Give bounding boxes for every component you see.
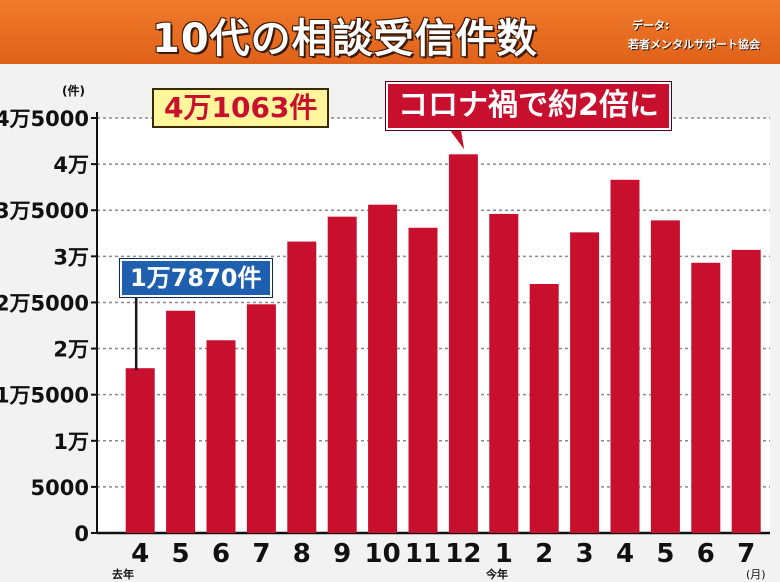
bar <box>287 241 317 534</box>
bar <box>529 284 559 533</box>
bar <box>408 227 438 533</box>
x-tick-label: 4 <box>616 539 634 569</box>
x-tick-label: 9 <box>333 539 351 569</box>
y-tick-label: 5000 <box>31 476 89 500</box>
peak-text-callout: コロナ禍で約2倍に <box>386 82 671 130</box>
x-tick-label: 6 <box>212 539 230 569</box>
source-org: 若者メンタルサポート協会 <box>628 38 760 51</box>
header-banner: 10代の相談受信件数 データ: 若者メンタルサポート協会 <box>0 0 780 64</box>
page-title: 10代の相談受信件数 <box>152 16 538 62</box>
bar <box>448 154 478 533</box>
x-axis-unit: (月) <box>746 568 766 581</box>
y-tick-label: 1万5000 <box>0 384 89 408</box>
x-tick-label: 3 <box>576 539 594 569</box>
year-note-this-year: 今年 <box>486 568 508 581</box>
x-tick-label: 4 <box>131 539 149 569</box>
y-tick-label: 0 <box>74 522 89 546</box>
x-tick-label: 12 <box>445 539 481 569</box>
y-tick-label: 2万5000 <box>0 291 89 315</box>
y-tick-label: 3万5000 <box>0 199 89 223</box>
year-note-last-year: 去年 <box>112 568 134 581</box>
y-tick-label: 4万5000 <box>0 107 89 131</box>
bar <box>206 340 236 533</box>
source-label: データ: <box>632 19 670 32</box>
y-tick-label: 1万 <box>53 430 89 454</box>
bar <box>489 213 519 533</box>
bar <box>691 262 721 533</box>
x-tick-label: 1 <box>495 539 513 569</box>
x-tick-label: 5 <box>656 539 674 569</box>
bar <box>570 232 600 533</box>
x-tick-label: 2 <box>535 539 553 569</box>
x-tick-label: 7 <box>737 539 755 569</box>
bar <box>731 249 761 533</box>
y-axis-unit: (件) <box>62 84 85 98</box>
y-tick-label: 3万 <box>53 245 89 269</box>
y-tick-label: 4万 <box>53 153 89 177</box>
start-value-callout: 1万7870件 <box>120 259 272 297</box>
bar <box>125 368 155 533</box>
x-tick-label: 5 <box>172 539 190 569</box>
bar <box>327 216 357 533</box>
x-tick-label: 7 <box>252 539 270 569</box>
y-tick-label: 2万 <box>53 338 89 362</box>
x-tick-label: 11 <box>405 539 441 569</box>
x-tick-label: 10 <box>365 539 401 569</box>
bar <box>610 179 640 534</box>
bar <box>246 304 276 533</box>
x-tick-label: 8 <box>293 539 311 569</box>
bar <box>650 220 680 533</box>
bar <box>368 204 398 533</box>
peak-value-callout: 4万1063件 <box>152 88 330 128</box>
bar <box>166 310 196 533</box>
x-tick-label: 6 <box>697 539 715 569</box>
